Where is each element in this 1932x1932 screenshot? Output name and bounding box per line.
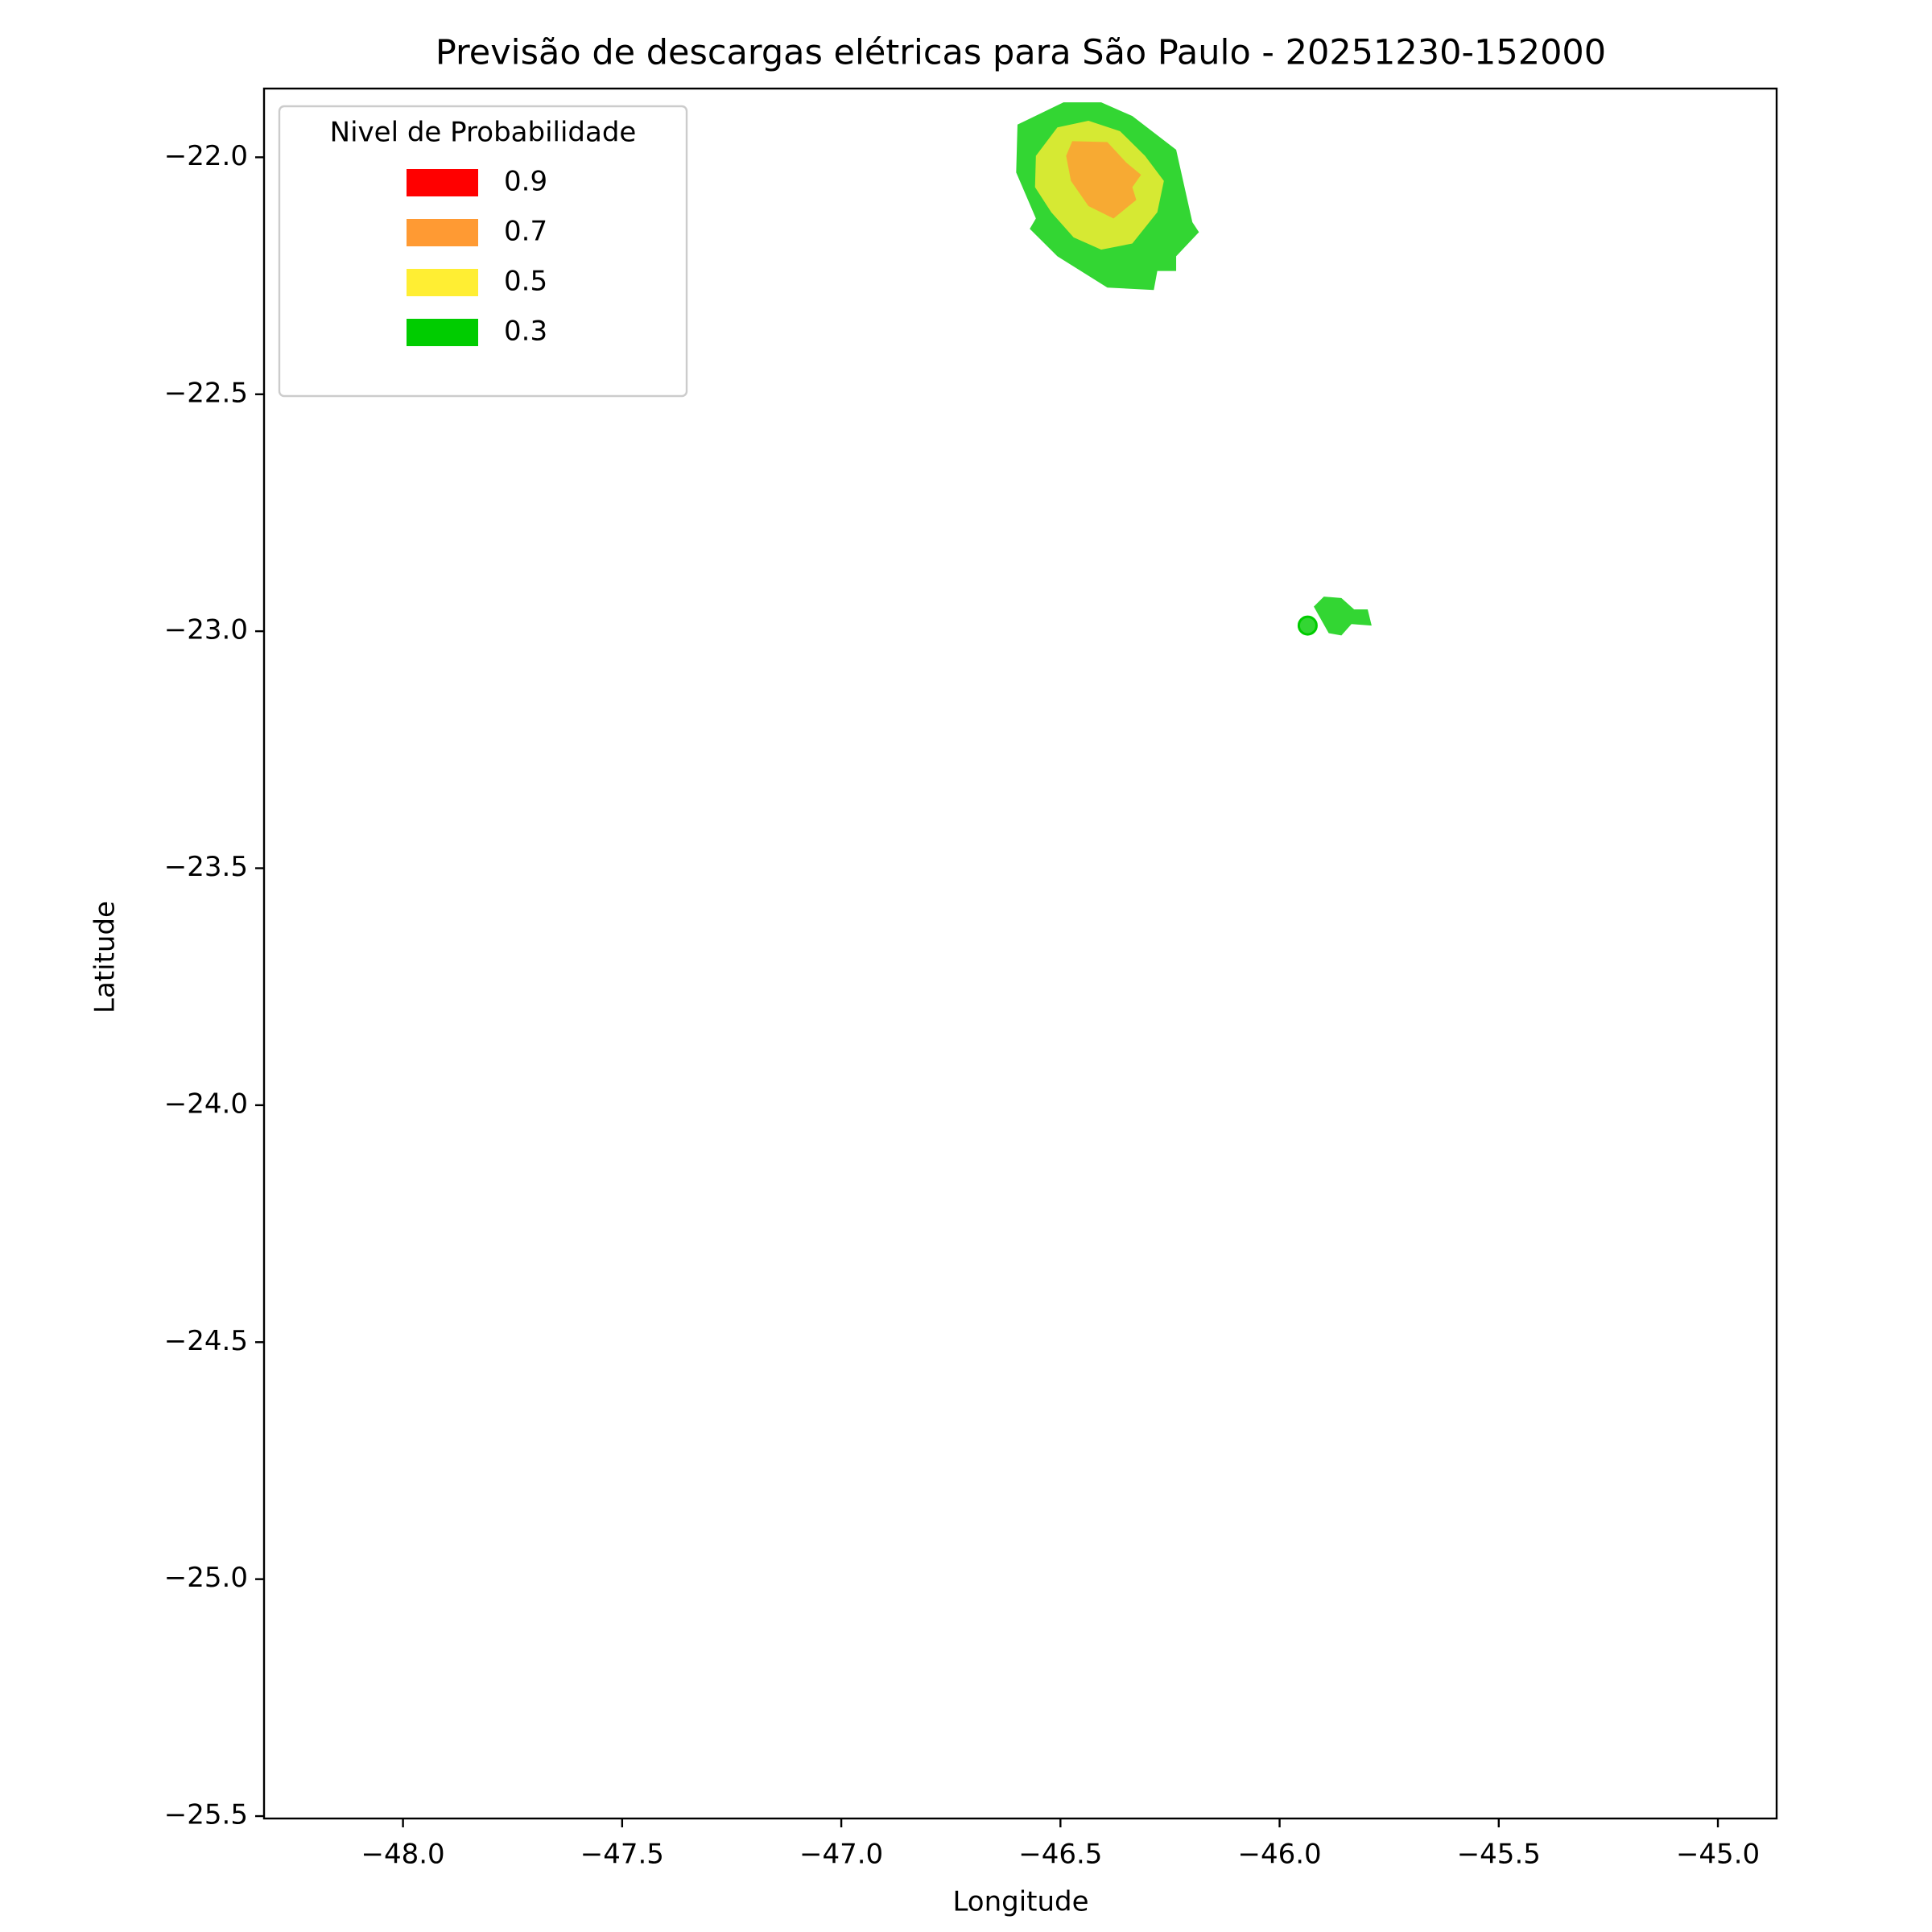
legend-swatch xyxy=(407,319,478,346)
legend-swatch xyxy=(407,219,478,246)
contour-spot xyxy=(1297,615,1318,636)
y-tick-label: −25.0 xyxy=(164,1562,248,1594)
axes-frame xyxy=(262,87,1778,1820)
legend: Nivel de Probabilidade 0.9 0.7 0.5 0.3 xyxy=(278,105,688,398)
y-tick-label: −24.0 xyxy=(164,1088,248,1120)
y-tick-label: −25.5 xyxy=(164,1799,248,1831)
x-axis-label: Longitude xyxy=(952,1886,1088,1918)
legend-title: Nivel de Probabilidade xyxy=(330,117,637,149)
legend-label: 0.7 xyxy=(504,216,547,248)
y-tick-label: −23.5 xyxy=(164,851,248,883)
legend-box xyxy=(278,105,688,398)
x-tick-label: −48.0 xyxy=(361,1839,444,1871)
x-tick-label: −46.0 xyxy=(1237,1839,1321,1871)
contour-region xyxy=(1066,141,1141,219)
x-tick-label: −47.5 xyxy=(580,1839,664,1871)
chart-title: Previsão de descargas elétricas para São… xyxy=(436,33,1606,73)
y-tick-label: −22.0 xyxy=(164,140,248,172)
x-tick-label: −45.5 xyxy=(1457,1839,1541,1871)
contour-region xyxy=(1314,597,1372,636)
legend-label: 0.3 xyxy=(504,316,547,348)
legend-label: 0.5 xyxy=(504,266,547,298)
x-tick-label: −46.5 xyxy=(1018,1839,1102,1871)
x-tick-label: −45.0 xyxy=(1676,1839,1760,1871)
y-tick-label: −24.5 xyxy=(164,1325,248,1357)
legend-swatch xyxy=(407,269,478,296)
x-tick-label: −47.0 xyxy=(799,1839,883,1871)
y-axis-label: Latitude xyxy=(89,901,122,1013)
plot-area xyxy=(1016,102,1372,636)
y-tick-label: −22.5 xyxy=(164,377,248,409)
legend-swatch xyxy=(407,169,478,196)
y-tick-label: −23.0 xyxy=(164,614,248,646)
legend-label: 0.9 xyxy=(504,166,547,198)
